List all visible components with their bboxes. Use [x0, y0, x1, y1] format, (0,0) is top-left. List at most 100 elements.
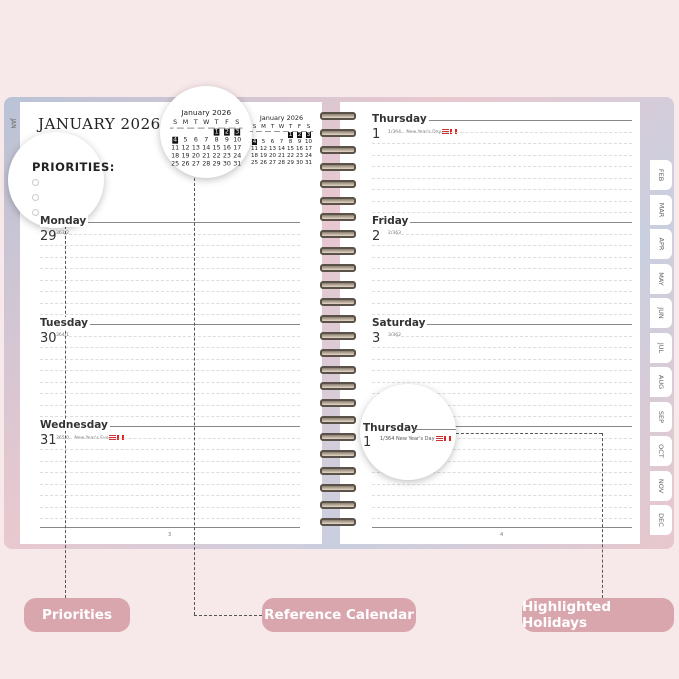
calendar-day-cell: 18: [170, 152, 180, 160]
calendar-day[interactable]: 15: [212, 144, 221, 152]
calendar-day[interactable]: 28: [278, 159, 285, 166]
calendar-day[interactable]: 25: [251, 159, 258, 166]
calendar-day[interactable]: 12: [260, 145, 267, 152]
calendar-day[interactable]: 3: [305, 131, 312, 138]
calendar-day[interactable]: 16: [222, 144, 231, 152]
spiral-ring: [320, 162, 356, 171]
calendar-day[interactable]: 29: [212, 160, 221, 168]
priority-checkbox[interactable]: [32, 209, 39, 216]
spiral-ring: [320, 128, 356, 137]
calendar-day[interactable]: 1: [213, 128, 220, 136]
reference-calendar: January 2026 S M T W T F S 1 2 3 4 5 6 7 8 9 10 11 12 13 14 15…: [250, 114, 313, 166]
calendar-day[interactable]: 12: [181, 144, 190, 152]
calendar-day[interactable]: 7: [279, 138, 284, 145]
calendar-day[interactable]: 4: [251, 138, 258, 145]
calendar-magnifier: January 2026 S M T W T F S 1 2 3 4 5 6 7 8 9 10 11 12 13 14 15…: [160, 86, 252, 178]
calendar-day-cell: 27: [191, 160, 201, 168]
weekday-label: M: [259, 124, 268, 132]
calendar-day[interactable]: 24: [305, 152, 312, 159]
calendar-day[interactable]: 8: [288, 138, 293, 145]
calendar-day[interactable]: 16: [296, 145, 303, 152]
calendar-day[interactable]: 29: [287, 159, 294, 166]
calendar-day[interactable]: 21: [202, 152, 211, 160]
calendar-day[interactable]: 24: [233, 152, 242, 160]
writing-line: [372, 166, 632, 167]
calendar-day[interactable]: 14: [278, 145, 285, 152]
holiday-name: New Year's Day: [406, 130, 442, 135]
calendar-day[interactable]: 6: [193, 136, 198, 144]
calendar-day[interactable]: 11: [171, 144, 180, 152]
calendar-day[interactable]: 23: [222, 152, 231, 160]
calendar-day[interactable]: 5: [183, 136, 188, 144]
tab-jan[interactable]: JAN: [9, 118, 17, 129]
calendar-day[interactable]: 8: [214, 136, 219, 144]
calendar-day[interactable]: 20: [269, 152, 276, 159]
calendar-day[interactable]: 22: [287, 152, 294, 159]
calendar-day[interactable]: 20: [191, 152, 200, 160]
tab-label: JUN: [656, 307, 665, 319]
calendar-day[interactable]: 15: [287, 145, 294, 152]
spiral-ring: [320, 500, 356, 509]
calendar-day[interactable]: 10: [305, 138, 312, 145]
tab-oct[interactable]: OCT: [650, 436, 672, 466]
calendar-day[interactable]: 7: [204, 136, 209, 144]
calendar-day[interactable]: 18: [251, 152, 258, 159]
tab-aug[interactable]: AUG: [650, 367, 672, 397]
tab-nov[interactable]: NOV: [650, 470, 672, 501]
calendar-day[interactable]: 19: [181, 152, 190, 160]
tab-apr[interactable]: APR: [650, 229, 672, 259]
calendar-day[interactable]: 18: [171, 152, 180, 160]
calendar-day-cell: 15: [286, 145, 295, 152]
calendar-day[interactable]: 26: [260, 159, 267, 166]
calendar-day-cell: 26: [259, 159, 268, 166]
priority-checkbox[interactable]: [32, 179, 39, 186]
calendar-day[interactable]: 2: [223, 128, 231, 136]
calendar-day[interactable]: 4: [172, 136, 179, 144]
tab-feb[interactable]: FEB: [650, 160, 672, 190]
calendar-day[interactable]: 31: [305, 159, 312, 166]
calendar-day[interactable]: 6: [270, 138, 275, 145]
calendar-day-cell: 30: [222, 160, 232, 168]
calendar-day[interactable]: 13: [191, 144, 200, 152]
calendar-day[interactable]: 25: [171, 160, 180, 168]
calendar-day-cell: 30: [295, 159, 304, 166]
calendar-day[interactable]: 22: [212, 152, 221, 160]
day-number: 3: [372, 331, 381, 346]
priority-checkbox[interactable]: [32, 194, 39, 201]
calendar-day[interactable]: 10: [233, 136, 242, 144]
calendar-day-cell: 4: [170, 136, 180, 144]
calendar-day[interactable]: 30: [222, 160, 231, 168]
spiral-ring: [320, 348, 356, 357]
calendar-day[interactable]: 31: [233, 160, 242, 168]
calendar-day[interactable]: 3: [234, 128, 241, 136]
tab-may[interactable]: MAY: [650, 263, 672, 294]
tab-jul[interactable]: JUL: [650, 332, 672, 363]
calendar-day[interactable]: 17: [305, 145, 312, 152]
spiral-ring: [320, 483, 356, 492]
tab-jun[interactable]: JUN: [650, 298, 672, 328]
calendar-day[interactable]: 19: [260, 152, 267, 159]
calendar-day[interactable]: 2: [296, 131, 303, 138]
calendar-day[interactable]: 17: [233, 144, 242, 152]
tab-label: FEB: [657, 168, 665, 182]
tab-dec[interactable]: DEC: [650, 505, 672, 535]
calendar-day[interactable]: 14: [202, 144, 211, 152]
tab-sep[interactable]: SEP: [650, 401, 672, 432]
calendar-day[interactable]: 11: [251, 145, 258, 152]
calendar-day[interactable]: 30: [296, 159, 303, 166]
calendar-day[interactable]: 5: [261, 138, 266, 145]
calendar-day[interactable]: 9: [224, 136, 229, 144]
spiral-ring: [320, 247, 356, 256]
calendar-day[interactable]: 23: [296, 152, 303, 159]
calendar-day-cell: 27: [268, 159, 277, 166]
calendar-day[interactable]: 27: [191, 160, 200, 168]
calendar-day[interactable]: 13: [269, 145, 276, 152]
calendar-day[interactable]: 26: [181, 160, 190, 168]
calendar-day[interactable]: 28: [202, 160, 211, 168]
calendar-title: January 2026: [259, 114, 304, 122]
calendar-day[interactable]: 21: [278, 152, 285, 159]
calendar-day[interactable]: 27: [269, 159, 276, 166]
tab-mar[interactable]: MAR: [650, 194, 672, 225]
calendar-day[interactable]: 1: [287, 131, 294, 138]
calendar-day[interactable]: 9: [297, 138, 302, 145]
